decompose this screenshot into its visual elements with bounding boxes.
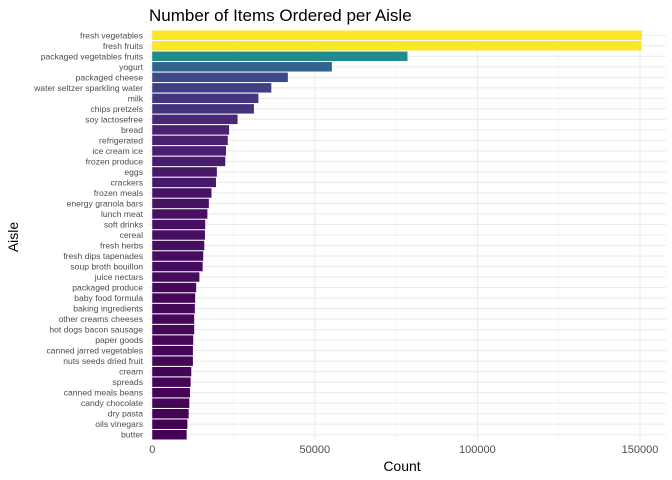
x-tick-labels: 0 50000 100000 150000 <box>149 444 658 456</box>
bar <box>152 324 195 335</box>
bar <box>152 188 212 198</box>
bar <box>152 146 226 156</box>
bar <box>152 30 642 40</box>
y-tick-label: paper goods <box>95 335 143 345</box>
bar <box>152 209 208 219</box>
y-tick-label: refrigerated <box>99 135 143 145</box>
y-tick-label: milk <box>128 93 144 103</box>
bar <box>152 177 216 188</box>
bar <box>152 345 193 356</box>
y-tick-label: frozen produce <box>86 156 144 166</box>
y-tick-label: fresh vegetables <box>80 30 143 40</box>
bar <box>152 419 188 429</box>
bar <box>152 240 205 251</box>
bar <box>152 387 190 398</box>
y-tick-label: cream <box>119 367 143 377</box>
bar <box>152 377 191 387</box>
y-axis-title: Aisle <box>5 222 21 253</box>
y-tick-label: soup broth bouillon <box>70 262 143 272</box>
bar <box>152 303 195 314</box>
bar <box>152 430 187 440</box>
y-tick-label: chips pretzels <box>90 104 143 114</box>
bar <box>152 408 189 419</box>
x-axis-title: Count <box>383 458 420 474</box>
y-tick-label: fresh fruits <box>103 41 143 51</box>
y-tick-label: lunch meat <box>101 209 144 219</box>
y-tick-label: fresh dips tapenades <box>63 251 143 261</box>
y-tick-label: dry pasta <box>108 409 144 419</box>
y-tick-label: canned meals beans <box>64 388 143 398</box>
y-tick-label: eggs <box>124 167 143 177</box>
y-tick-label: spreads <box>112 377 143 387</box>
y-tick-label: baking ingredients <box>73 304 143 314</box>
chart-title: Number of Items Ordered per Aisle <box>149 6 412 25</box>
bar <box>152 198 209 209</box>
y-tick-label: packaged cheese <box>76 72 144 82</box>
bar <box>152 356 193 366</box>
bar <box>152 51 408 62</box>
y-tick-label: candy chocolate <box>81 398 143 408</box>
bar <box>152 282 197 293</box>
bar <box>152 62 332 72</box>
bar <box>152 104 254 114</box>
bar <box>152 167 217 177</box>
x-tick-label: 0 <box>149 444 155 456</box>
y-tick-label: crackers <box>111 177 143 187</box>
y-tick-label: baby food formula <box>74 293 143 303</box>
y-tick-label: juice nectars <box>94 272 143 282</box>
y-tick-label: oils vinegars <box>95 419 143 429</box>
y-tick-label: other creams cheeses <box>58 314 143 324</box>
bar <box>152 314 195 324</box>
bar <box>152 335 194 345</box>
y-tick-label: fresh herbs <box>100 241 143 251</box>
y-tick-label: nuts seeds dried fruit <box>63 356 143 366</box>
bar <box>152 398 190 408</box>
x-tick-label: 50000 <box>300 444 331 456</box>
bar <box>152 251 204 261</box>
bar <box>152 114 238 125</box>
x-tick-label: 100000 <box>459 444 496 456</box>
bar <box>152 261 203 272</box>
y-tick-label: packaged vegetables fruits <box>41 51 143 61</box>
bar <box>152 72 288 83</box>
bar <box>152 135 228 146</box>
y-tick-label: canned jarred vegetables <box>46 346 143 356</box>
x-tick-label: 150000 <box>622 444 659 456</box>
bar <box>152 93 259 104</box>
y-tick-label: hot dogs bacon sausage <box>49 325 143 335</box>
y-tick-label: soy lactosefree <box>85 114 143 124</box>
y-tick-label: packaged produce <box>72 283 143 293</box>
bar <box>152 230 205 240</box>
bar <box>152 293 196 303</box>
bar <box>152 156 226 167</box>
bar <box>152 41 642 51</box>
y-tick-label: ice cream ice <box>92 146 143 156</box>
bars <box>152 30 642 440</box>
bar <box>152 272 200 282</box>
bar <box>152 219 206 230</box>
y-tick-label: yogurt <box>119 62 143 72</box>
y-tick-label: butter <box>121 430 143 440</box>
bar <box>152 125 230 135</box>
y-tick-label: cereal <box>120 230 143 240</box>
y-tick-label: energy granola bars <box>67 198 143 208</box>
y-tick-label: frozen meals <box>94 188 143 198</box>
y-tick-label: soft drinks <box>104 219 143 229</box>
bar <box>152 366 192 377</box>
y-tick-label: bread <box>121 125 143 135</box>
y-tick-label: water seltzer sparkling water <box>33 83 143 93</box>
bar <box>152 83 272 93</box>
